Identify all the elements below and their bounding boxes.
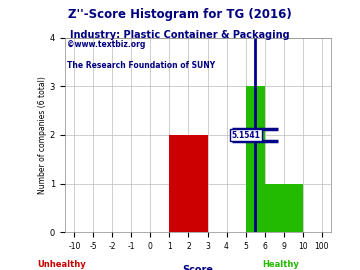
Y-axis label: Number of companies (6 total): Number of companies (6 total): [38, 76, 47, 194]
Text: The Research Foundation of SUNY: The Research Foundation of SUNY: [67, 61, 216, 70]
Bar: [265, 184, 303, 232]
Text: Industry: Plastic Container & Packaging: Industry: Plastic Container & Packaging: [70, 30, 290, 40]
Text: ©www.textbiz.org: ©www.textbiz.org: [67, 40, 146, 49]
Bar: [246, 86, 265, 232]
Text: 5.1541: 5.1541: [231, 130, 260, 140]
Bar: [170, 135, 207, 232]
X-axis label: Score: Score: [183, 265, 213, 270]
Text: Z''-Score Histogram for TG (2016): Z''-Score Histogram for TG (2016): [68, 8, 292, 21]
Text: Healthy: Healthy: [262, 260, 299, 269]
Text: Unhealthy: Unhealthy: [37, 260, 86, 269]
